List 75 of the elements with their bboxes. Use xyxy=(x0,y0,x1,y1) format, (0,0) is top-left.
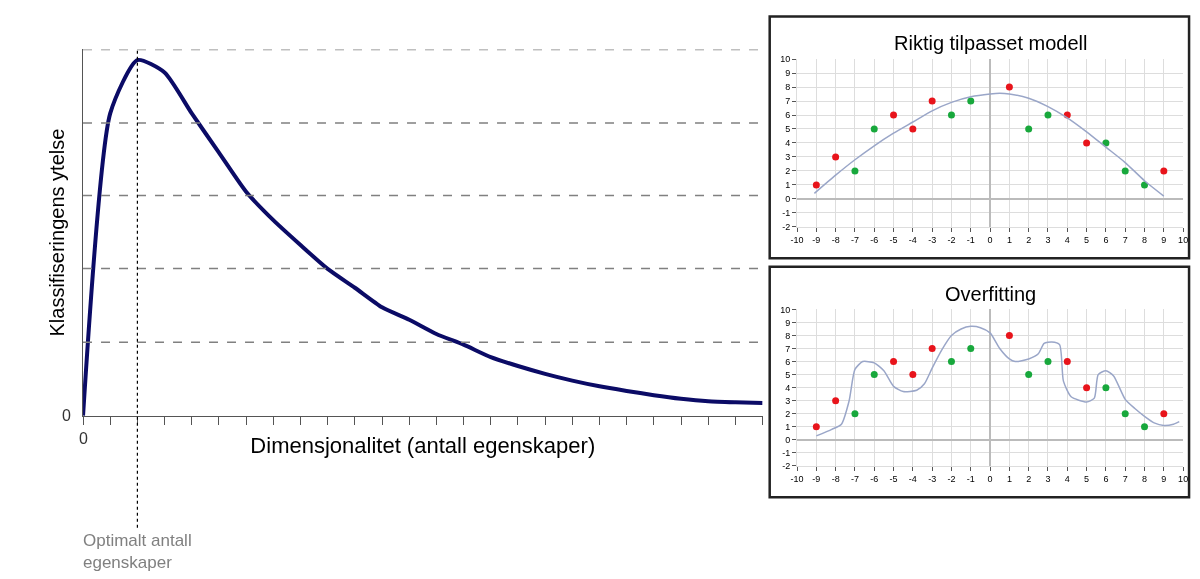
y-tick-label: 8 xyxy=(785,82,791,93)
y-tick-label: 10 xyxy=(780,304,791,315)
y-tick-label: 6 xyxy=(785,110,791,121)
x-tick-label: -9 xyxy=(812,234,821,245)
y-tick-label: 2 xyxy=(785,166,791,177)
y-tick-label: 3 xyxy=(785,152,791,163)
x-tick-label: 8 xyxy=(1142,234,1148,245)
y-tick-label: 2 xyxy=(785,408,791,419)
x-tick-label: -6 xyxy=(870,234,879,245)
chart-title: Riktig tilpasset modell xyxy=(894,32,1088,54)
x-tick-label: 4 xyxy=(1064,234,1070,245)
y-tick-label: 10 xyxy=(780,54,791,65)
text: Optimalt antall egenskaper xyxy=(83,531,192,573)
x-tick-label: 1 xyxy=(1006,234,1012,245)
y-tick-label: 8 xyxy=(785,330,791,341)
y-tick-label: -2 xyxy=(782,461,791,472)
x-tick-label: 2 xyxy=(1026,473,1032,484)
x-tick-label: -9 xyxy=(812,473,821,484)
x-tick-label: -3 xyxy=(928,473,937,484)
y-tick-label: 4 xyxy=(785,382,791,393)
y-tick-label: 9 xyxy=(785,68,791,79)
y-tick-label: 4 xyxy=(785,138,791,149)
x-tick-label: 10 xyxy=(1178,473,1189,484)
x-tick-label: -8 xyxy=(831,234,840,245)
x-tick-label: 6 xyxy=(1103,473,1109,484)
x-tick-label: -8 xyxy=(831,473,840,484)
chart-title: Overfitting xyxy=(945,283,1037,305)
x-tick-label: 6 xyxy=(1103,234,1109,245)
x-tick-label: 3 xyxy=(1045,473,1051,484)
x-tick-label: 9 xyxy=(1161,473,1167,484)
x-tick-label: 4 xyxy=(1064,473,1070,484)
x-tick-label: -1 xyxy=(966,473,975,484)
y-tick-label: -2 xyxy=(782,222,791,233)
x-tick-label: 8 xyxy=(1142,473,1148,484)
y-tick-label: -1 xyxy=(782,208,791,219)
x-tick-label: -4 xyxy=(908,473,917,484)
x-tick-label: -2 xyxy=(947,234,956,245)
x-tick-label: -10 xyxy=(790,234,804,245)
x-tick-label: -10 xyxy=(790,473,804,484)
x-tick-label: -1 xyxy=(966,234,975,245)
y-tick-label: 7 xyxy=(785,343,791,354)
text: 0 xyxy=(62,407,71,424)
y-axis-title: Klassifiseringens ytelse xyxy=(45,128,68,337)
x-tick-label: -7 xyxy=(850,473,859,484)
x-tick-label: -5 xyxy=(889,234,898,245)
x-tick-label: -4 xyxy=(908,234,917,245)
y-tick-label: 7 xyxy=(785,96,791,107)
y-tick-label: 1 xyxy=(785,421,791,432)
y-tick-label: 1 xyxy=(785,180,791,191)
y-tick-label: 5 xyxy=(785,369,791,380)
y-tick-label: -1 xyxy=(782,448,791,459)
y-tick-label: 5 xyxy=(785,124,791,135)
y-tick-label: 3 xyxy=(785,395,791,406)
x-tick-label: -7 xyxy=(850,234,859,245)
x-tick-label: 0 xyxy=(987,234,993,245)
x-tick-label: 9 xyxy=(1161,234,1167,245)
x-axis-title: Dimensjonalitet (antall egenskaper) xyxy=(250,432,596,458)
x-tick-label: 0 xyxy=(987,473,993,484)
y-tick-label: 9 xyxy=(785,317,791,328)
x-tick-label: 10 xyxy=(1178,234,1189,245)
x-tick-label: 1 xyxy=(1006,473,1012,484)
y-tick-label: 0 xyxy=(785,434,791,445)
text: 0 xyxy=(79,430,88,447)
x-tick-label: -6 xyxy=(870,473,879,484)
x-tick-label: 7 xyxy=(1122,473,1128,484)
x-tick-label: -3 xyxy=(928,234,937,245)
x-tick-label: 5 xyxy=(1084,234,1090,245)
x-tick-label: -2 xyxy=(947,473,956,484)
x-tick-label: 5 xyxy=(1084,473,1090,484)
x-tick-label: 7 xyxy=(1122,234,1128,245)
x-tick-label: 2 xyxy=(1026,234,1032,245)
x-tick-label: -5 xyxy=(889,473,898,484)
x-tick-label: 3 xyxy=(1045,234,1051,245)
y-tick-label: 0 xyxy=(785,194,791,205)
y-tick-label: 6 xyxy=(785,356,791,367)
